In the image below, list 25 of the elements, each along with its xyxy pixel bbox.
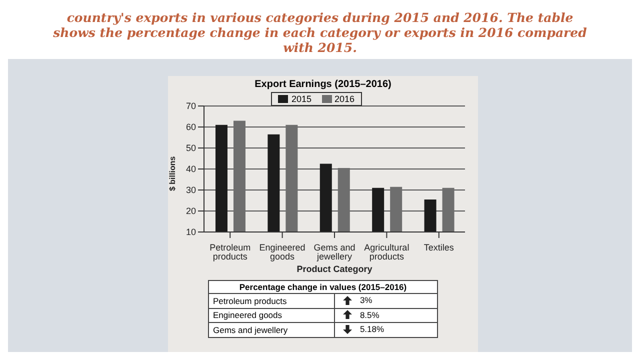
text: Engineered goods <box>208 308 334 322</box>
x-tick-label: Petroleum products <box>210 242 251 262</box>
text: country's exports in various categories during 2015 and 2016. The table shows the percentage change in each category or exports in 2016 compared with 2015. <box>8 8 632 59</box>
y-tick-label: 30 <box>186 185 196 196</box>
x-tick-label: Agricultural products <box>364 242 410 262</box>
x-tick-label: Engineered goods <box>259 242 306 262</box>
y-tick-label: 70 <box>186 101 196 112</box>
legend-label: 2016 <box>334 94 355 104</box>
y-tick-label: 40 <box>186 164 196 174</box>
x-axis-title: Product Category <box>296 264 372 274</box>
y-tick-label: 50 <box>186 143 196 154</box>
y-axis-title: $ billions <box>168 156 177 191</box>
text: Percentage change in values (2015–2016) <box>208 280 438 294</box>
y-tick-label: 60 <box>186 122 196 132</box>
x-tick-label: Textiles <box>424 242 454 252</box>
chart-title: Export Earnings (2015–2016) <box>254 79 392 90</box>
y-tick-label: 10 <box>186 227 196 238</box>
text: 8.5% <box>358 310 380 320</box>
text: 5.18% <box>358 324 384 334</box>
text: 3% <box>358 295 372 305</box>
legend-label: 2015 <box>290 94 312 104</box>
text: Gems and jewellery <box>208 322 334 337</box>
x-tick-label: Gems and jewellery <box>314 242 356 262</box>
y-tick-label: 20 <box>186 206 196 216</box>
text: Petroleum products <box>208 294 334 308</box>
